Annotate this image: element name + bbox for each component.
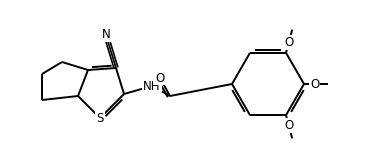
Text: S: S (96, 112, 104, 124)
Text: O: O (284, 36, 294, 49)
Text: O: O (284, 119, 294, 132)
Text: O: O (155, 72, 165, 84)
Text: NH: NH (143, 80, 161, 92)
Text: O: O (310, 77, 320, 91)
Text: N: N (102, 28, 110, 41)
